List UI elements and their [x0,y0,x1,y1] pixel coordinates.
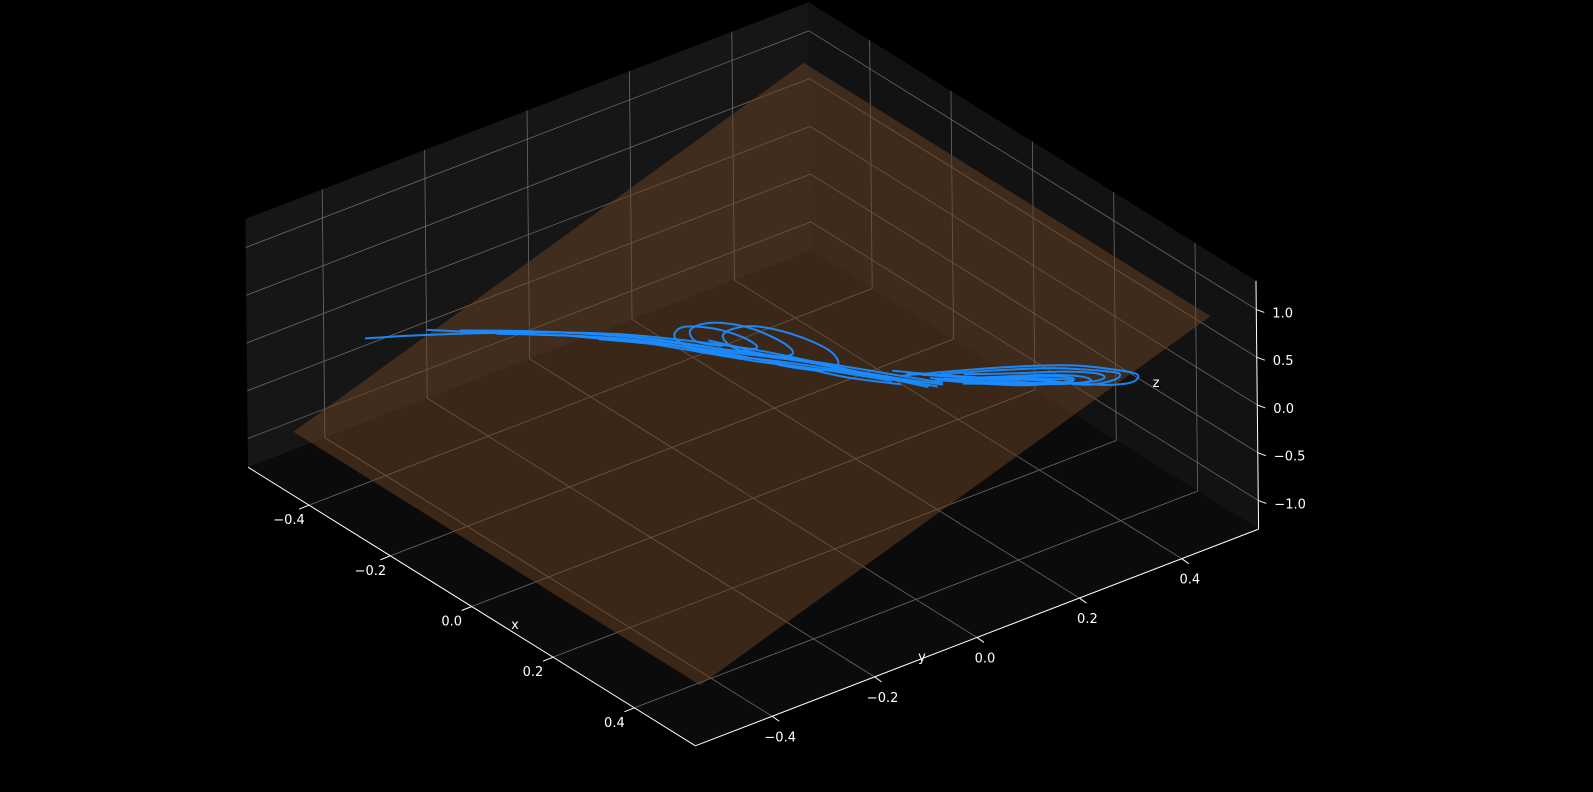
y-tick [976,637,985,643]
x-tick [461,606,472,611]
plane-surface [293,62,1211,686]
z-tick [1257,452,1266,457]
z-tick [1258,499,1267,504]
z-tick-label: 1.0 [1272,307,1293,322]
trajectory-segment [962,378,1052,385]
trajectory-segment [598,338,902,386]
x-tick-label: 0.2 [523,665,544,680]
grid-line-z-left [246,78,810,296]
x-tick-label: −0.2 [355,564,387,579]
y-tick-label: 0.2 [1077,612,1098,627]
trajectory-segment [920,370,1106,386]
y-tick [1181,558,1190,565]
x-tick [298,504,310,510]
z-tick-label: −1.0 [1274,498,1306,513]
y-tick-label: 0.0 [975,652,996,667]
y-tick-label: −0.4 [764,730,796,745]
x-tick-label: 0.0 [441,615,462,630]
z-axis-line [1255,280,1260,530]
z-tick [1256,308,1265,313]
x-tick [624,707,635,713]
x-tick-label: 0.4 [604,716,625,731]
x-axis-label: x [511,618,519,633]
y-tick [1079,597,1087,604]
z-tick [1256,356,1265,361]
y-tick [874,676,882,683]
z-tick-label: 0.0 [1273,402,1294,417]
y-tick [771,715,780,722]
x-tick [542,656,554,662]
y-axis-label: y [918,650,926,665]
grid-line-z-left [245,30,810,248]
trajectory-segment [673,325,759,354]
orange-plane [293,62,1211,686]
x-tick-label: −0.4 [273,513,305,528]
z-tick [1257,404,1266,409]
z-tick-label: 0.5 [1273,354,1294,369]
trajectory-series [364,321,1140,388]
y-axis-line [695,528,1259,747]
z-axis-label: z [1153,376,1160,391]
grid-line-z-right [808,30,1257,310]
trajectory-segment [721,325,840,372]
y-tick-label: −0.2 [867,691,899,706]
z-tick-label: −0.5 [1274,450,1306,465]
x-tick [380,555,391,561]
trajectory-segment [688,321,795,358]
axis-ticks: −0.4 −0.2 0.0 0.2 0.4 −0.4 −0.2 0.0 0.2 0.4 −1.0 −0… [273,307,1306,746]
y-tick-label: 0.4 [1179,573,1200,588]
